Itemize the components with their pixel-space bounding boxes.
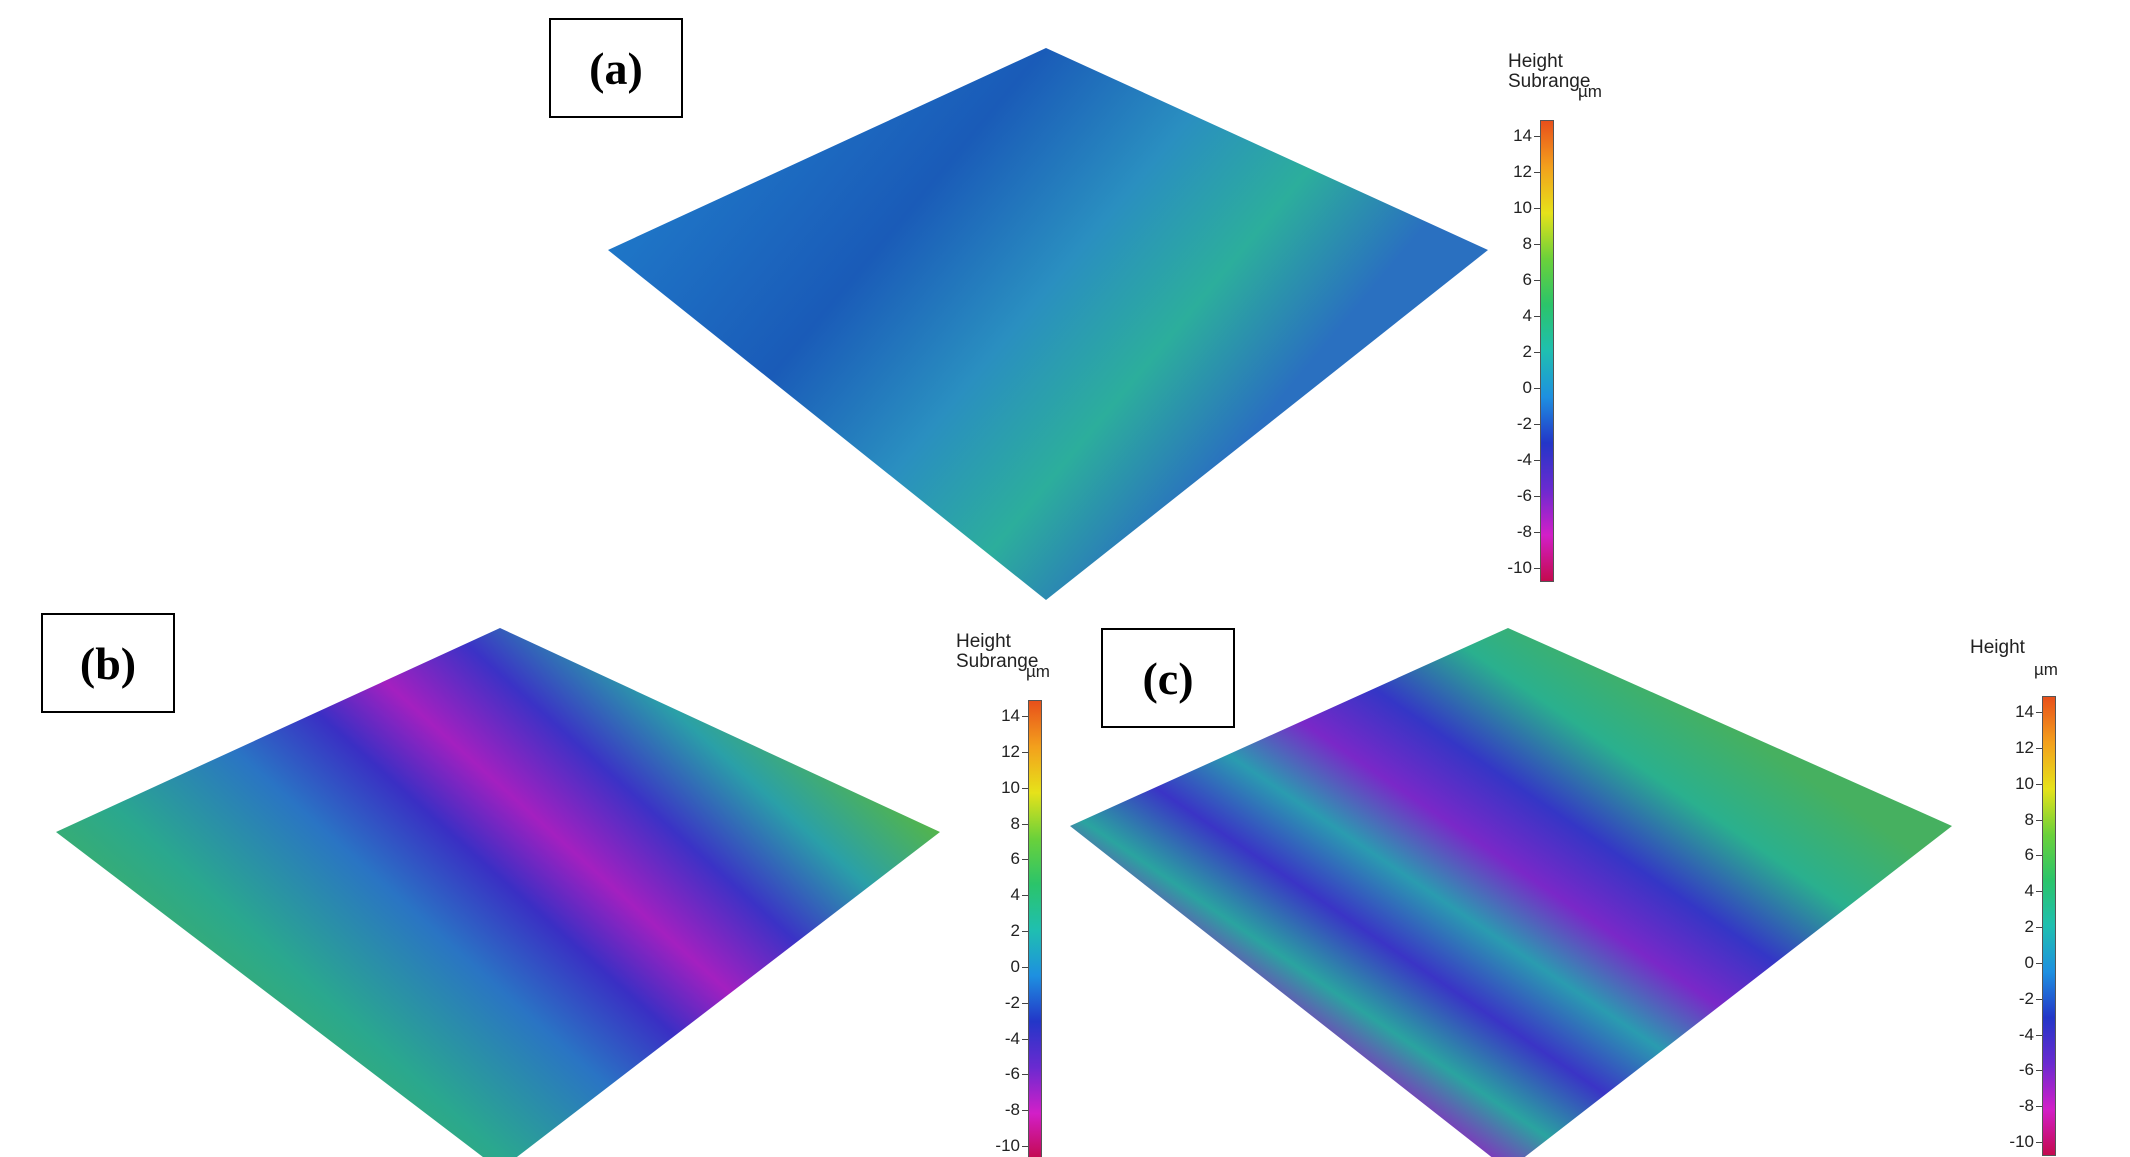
- colorbar-c-tick: 0: [1974, 953, 2042, 973]
- colorbar-b-tick: -2: [960, 993, 1028, 1013]
- panel-label-c: (c): [1101, 628, 1235, 728]
- colorbar-a-ramp: [1540, 120, 1554, 582]
- colorbar-c-title: Height: [1970, 637, 2025, 658]
- colorbar-a-tick: 8: [1472, 234, 1540, 254]
- colorbar-a-tick: 14: [1472, 126, 1540, 146]
- colorbar-a-tick: 10: [1472, 198, 1540, 218]
- colorbar-a-tick: -6: [1472, 486, 1540, 506]
- colorbar-c-ramp: [2042, 696, 2056, 1156]
- colorbar-c-unit: µm: [2034, 660, 2058, 679]
- colorbar-a-tick: -10: [1472, 558, 1540, 578]
- colorbar-b-tick: 14: [960, 706, 1028, 726]
- panel-label-a: (a): [549, 18, 683, 118]
- colorbar-c-tick: -2: [1974, 989, 2042, 1009]
- colorbar-c-tick: 8: [1974, 810, 2042, 830]
- colorbar-b-tick: -8: [960, 1100, 1028, 1120]
- colorbar-a-tick: 12: [1472, 162, 1540, 182]
- colorbar-b-tick: 6: [960, 849, 1028, 869]
- colorbar-b-tick: 0: [960, 957, 1028, 977]
- colorbar-b-tick: 2: [960, 921, 1028, 941]
- colorbar-a-tick: -4: [1472, 450, 1540, 470]
- colorbar-b-tick: -4: [960, 1029, 1028, 1049]
- colorbar-b-tick: -10: [960, 1136, 1028, 1156]
- surface-c: [1070, 628, 1952, 1157]
- colorbar-b-tick: 12: [960, 742, 1028, 762]
- colorbar-c-tick: -10: [1974, 1132, 2042, 1152]
- surface-a: [608, 48, 1488, 600]
- colorbar-b-tick: 4: [960, 885, 1028, 905]
- colorbar-c-tick: 2: [1974, 917, 2042, 937]
- colorbar-c-tick: -6: [1974, 1060, 2042, 1080]
- colorbar-b-unit: µm: [1026, 662, 1050, 681]
- colorbar-a-tick: 4: [1472, 306, 1540, 326]
- colorbar-a-tick: 6: [1472, 270, 1540, 290]
- colorbar-c-tick: 6: [1974, 845, 2042, 865]
- colorbar-a-tick: 0: [1472, 378, 1540, 398]
- colorbar-b-tick: 10: [960, 778, 1028, 798]
- colorbar-a-tick: 2: [1472, 342, 1540, 362]
- colorbar-c-tick: 14: [1974, 702, 2042, 722]
- colorbar-a-unit: µm: [1578, 82, 1602, 101]
- colorbar-c-tick: -4: [1974, 1025, 2042, 1045]
- colorbar-c-tick: 10: [1974, 774, 2042, 794]
- panel-label-b: (b): [41, 613, 175, 713]
- colorbar-c-tick: -8: [1974, 1096, 2042, 1116]
- colorbar-c-tick: 12: [1974, 738, 2042, 758]
- colorbar-a-tick: -8: [1472, 522, 1540, 542]
- colorbar-b-title: Height Subrange: [956, 631, 1039, 672]
- colorbar-b-tick: 8: [960, 814, 1028, 834]
- surface-b: [56, 628, 940, 1157]
- colorbar-b-tick: -6: [960, 1064, 1028, 1084]
- colorbar-a-title: Height Subrange: [1508, 51, 1591, 92]
- colorbar-a-tick: -2: [1472, 414, 1540, 434]
- colorbar-c-tick: 4: [1974, 881, 2042, 901]
- colorbar-b-ramp: [1028, 700, 1042, 1157]
